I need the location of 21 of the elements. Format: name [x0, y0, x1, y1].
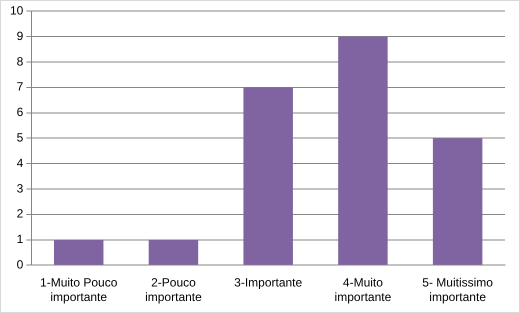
x-tick-label: 4-Muito importante — [334, 276, 392, 304]
y-tick-label: 0 — [16, 258, 24, 272]
y-tick-label: 3 — [16, 181, 24, 196]
y-tick-label: 9 — [16, 28, 24, 43]
x-tick-label: 2-Pouco importante — [145, 276, 202, 304]
y-tick-label: 2 — [16, 206, 24, 221]
y-tick-label: 8 — [16, 54, 24, 68]
y-tick-label: 6 — [16, 105, 24, 120]
y-tick-label: 10 — [10, 4, 24, 18]
bar — [54, 240, 104, 265]
x-tick-label: 3-Importante — [234, 276, 303, 290]
y-tick-label: 4 — [16, 156, 24, 170]
y-tick-label: 5 — [16, 130, 24, 145]
y-tick-label: 7 — [16, 80, 24, 94]
bar — [243, 87, 293, 265]
x-tick-label: 1-Muito Pouco importante — [40, 276, 118, 304]
x-tick-label: 5- Muitissimo importante — [422, 276, 494, 304]
bar — [432, 138, 482, 265]
y-tick-label: 1 — [16, 232, 24, 246]
bar — [338, 36, 388, 265]
bar — [148, 240, 198, 265]
